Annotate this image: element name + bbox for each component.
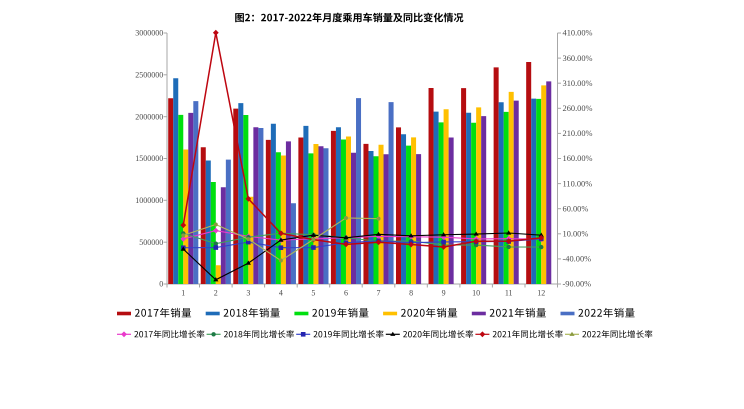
svg-text:11: 11 xyxy=(505,289,513,298)
svg-text:7: 7 xyxy=(377,289,381,298)
svg-text:110.00%: 110.00% xyxy=(563,179,593,188)
svg-text:12: 12 xyxy=(537,289,545,298)
svg-text:6: 6 xyxy=(344,289,348,298)
svg-text:9: 9 xyxy=(442,289,446,298)
svg-text:8: 8 xyxy=(409,289,413,298)
svg-text:1000000: 1000000 xyxy=(135,196,163,205)
svg-text:-40.00%: -40.00% xyxy=(563,255,592,264)
svg-text:2000000: 2000000 xyxy=(135,112,163,121)
svg-text:5: 5 xyxy=(311,289,315,298)
svg-text:360.00%: 360.00% xyxy=(563,54,593,63)
svg-text:410.00%: 410.00% xyxy=(563,29,593,38)
svg-text:60.00%: 60.00% xyxy=(563,204,589,213)
svg-text:310.00%: 310.00% xyxy=(563,79,593,88)
svg-text:10: 10 xyxy=(472,289,480,298)
svg-text:1: 1 xyxy=(181,289,185,298)
svg-text:3000000: 3000000 xyxy=(135,29,163,38)
svg-text:500000: 500000 xyxy=(139,238,163,247)
svg-text:3: 3 xyxy=(246,289,250,298)
svg-text:4: 4 xyxy=(279,289,283,298)
svg-text:2: 2 xyxy=(214,289,218,298)
svg-text:210.00%: 210.00% xyxy=(563,129,593,138)
svg-text:-90.00%: -90.00% xyxy=(563,280,592,289)
svg-text:1500000: 1500000 xyxy=(135,154,163,163)
svg-text:260.00%: 260.00% xyxy=(563,104,593,113)
svg-text:0: 0 xyxy=(159,280,163,289)
svg-text:10.00%: 10.00% xyxy=(563,230,589,239)
svg-text:160.00%: 160.00% xyxy=(563,154,593,163)
svg-text:2500000: 2500000 xyxy=(135,71,163,80)
